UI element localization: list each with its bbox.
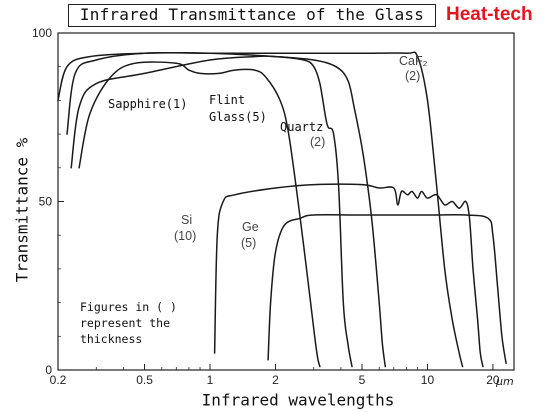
- series-label-si: Si: [181, 213, 192, 227]
- x-tick-label: 20: [486, 373, 500, 387]
- x-tick-label: 2: [272, 373, 279, 387]
- y-tick-label: 50: [39, 195, 53, 209]
- series-label-ge-thickness: (5): [241, 236, 256, 250]
- series-label-quartz-thickness: (2): [310, 135, 325, 149]
- plot-frame: [57, 32, 515, 371]
- y-tick-label: 100: [32, 26, 52, 40]
- series-label-caf2-thickness: (2): [405, 69, 420, 83]
- series-label-caf2: CaF₂: [399, 54, 428, 68]
- chart-title: Infrared Transmittance of the Glass: [68, 4, 436, 27]
- x-tick-label: 10: [421, 373, 435, 387]
- series-label-ge: Ge: [242, 220, 259, 234]
- x-tick-label: 0.5: [136, 373, 153, 387]
- series-line-caf2: [66, 51, 464, 368]
- x-tick-label: 1: [207, 373, 214, 387]
- y-tick-label: 0: [45, 363, 52, 377]
- x-axis-label: Infrared wavelengths: [201, 390, 395, 410]
- brand-logo-text: Heat-tech: [446, 4, 533, 25]
- series-line-ge: [267, 213, 507, 365]
- series-line-flint-glass: [78, 61, 321, 368]
- series-label-quartz: Quartz: [280, 120, 323, 134]
- series-label-si-thickness: (10): [174, 229, 196, 243]
- series-label-flint-glass: Flint: [209, 93, 245, 107]
- series-label-sapphire: Sapphire(1): [108, 97, 187, 111]
- x-tick-label: 0.2: [50, 373, 67, 387]
- x-tick-label: 5: [359, 373, 366, 387]
- thickness-note: Figures in ( ) represent the thickness: [80, 300, 177, 346]
- x-unit-label: μm: [495, 375, 514, 388]
- series-line-quartz: [57, 52, 353, 368]
- series-label-flint-glass-thickness: Glass(5): [209, 110, 267, 124]
- series-line-sapphire: [70, 55, 387, 368]
- series-line-si: [213, 183, 484, 368]
